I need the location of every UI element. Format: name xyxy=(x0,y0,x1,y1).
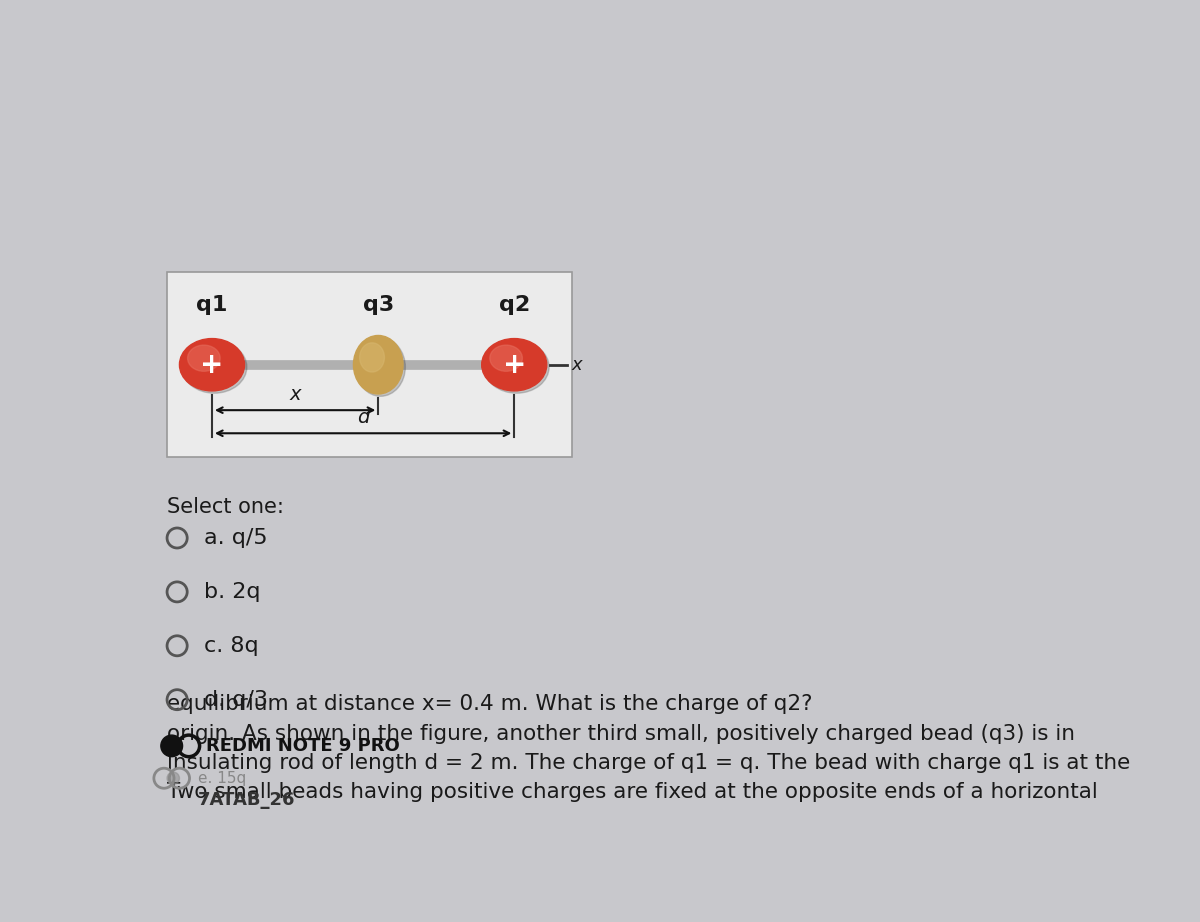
Text: 7ATAB_26: 7ATAB_26 xyxy=(198,791,295,809)
Bar xyxy=(167,272,572,457)
Text: q3: q3 xyxy=(362,295,394,315)
Ellipse shape xyxy=(355,337,406,396)
Text: d: d xyxy=(356,408,370,427)
Text: c. 8q: c. 8q xyxy=(204,636,259,656)
Ellipse shape xyxy=(490,345,522,372)
Text: Two small beads having positive charges are fixed at the opposite ends of a hori: Two small beads having positive charges … xyxy=(167,782,1098,802)
Ellipse shape xyxy=(484,341,550,393)
Text: +: + xyxy=(503,350,526,379)
Text: d. q/3: d. q/3 xyxy=(204,690,269,710)
Text: Select one:: Select one: xyxy=(167,497,284,517)
Ellipse shape xyxy=(187,345,220,372)
Ellipse shape xyxy=(354,336,403,394)
Ellipse shape xyxy=(181,341,247,393)
Text: +: + xyxy=(200,350,223,379)
Ellipse shape xyxy=(180,338,245,391)
Text: origin. As shown in the figure, another third small, positively charged bead (q3: origin. As shown in the figure, another … xyxy=(167,724,1075,743)
Text: insulating rod of length d = 2 m. The charge of q1 = q. The bead with charge q1 : insulating rod of length d = 2 m. The ch… xyxy=(167,753,1130,773)
Text: x: x xyxy=(571,356,582,373)
Text: a. q/5: a. q/5 xyxy=(204,528,268,548)
Ellipse shape xyxy=(481,338,547,391)
Text: equilibrium at distance x= 0.4 m. What is the charge of q2?: equilibrium at distance x= 0.4 m. What i… xyxy=(167,694,812,715)
Circle shape xyxy=(167,772,180,785)
Text: q2: q2 xyxy=(499,295,530,315)
Text: q1: q1 xyxy=(197,295,228,315)
Text: e. 15q: e. 15q xyxy=(198,771,246,786)
Circle shape xyxy=(161,735,182,757)
Text: REDMI NOTE 9 PRO: REDMI NOTE 9 PRO xyxy=(206,737,400,755)
Text: b. 2q: b. 2q xyxy=(204,582,260,602)
Text: x: x xyxy=(289,385,301,404)
Ellipse shape xyxy=(360,343,384,372)
